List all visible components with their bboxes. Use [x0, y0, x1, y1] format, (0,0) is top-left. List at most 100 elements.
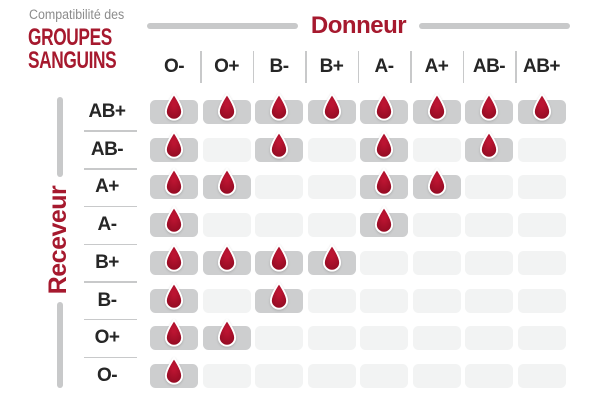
row-separator [84, 205, 137, 208]
compatible-cell [150, 168, 198, 200]
incompatible-cell [465, 288, 513, 313]
compatible-cell [202, 243, 251, 275]
blood-drop-icon [269, 93, 289, 121]
compatible-cell [150, 281, 198, 313]
incompatible-cell [202, 137, 251, 162]
chart-subtitle: Compatibilité des [29, 7, 125, 22]
blood-drop-icon [164, 356, 184, 385]
row-separator [84, 318, 137, 321]
donor-header-line-right [419, 23, 571, 29]
incompatible-cell [517, 288, 566, 313]
donor-type-header: AB+ [522, 56, 561, 77]
blood-drop-icon [217, 319, 236, 347]
blood-drop-icon [374, 168, 394, 196]
donor-type-header: O+ [214, 56, 239, 77]
incompatible-cell [360, 288, 408, 313]
incompatible-cell [412, 137, 461, 162]
compatible-cell [255, 281, 303, 313]
blood-drop-icon [217, 243, 236, 272]
row-separator [84, 281, 137, 283]
compatible-cell [412, 93, 461, 124]
column-separator [462, 51, 464, 83]
incompatible-cell [517, 137, 566, 162]
compatible-cell [517, 93, 566, 124]
column-separator [357, 51, 359, 83]
incompatible-cell [202, 288, 251, 313]
incompatible-cell [307, 363, 356, 388]
incompatible-cell [412, 213, 461, 238]
compatible-cell [465, 130, 513, 162]
incompatible-cell [255, 175, 303, 200]
chart-title-line2: SANGUINS [28, 47, 117, 74]
column-separator [515, 51, 517, 83]
blood-drop-icon [374, 130, 394, 159]
compatible-cell [255, 130, 303, 162]
row-separator [84, 168, 137, 170]
incompatible-cell [517, 250, 566, 275]
blood-drop-icon [269, 130, 289, 159]
compatible-cell [465, 93, 513, 124]
blood-drop-icon [479, 130, 499, 159]
incompatible-cell [465, 175, 513, 200]
donor-type-header: A- [374, 56, 394, 77]
column-separator [252, 51, 254, 83]
donor-type-header: A+ [424, 56, 449, 77]
incompatible-cell [255, 363, 303, 388]
donor-type-header: B- [269, 56, 289, 77]
blood-drop-icon [164, 281, 184, 310]
column-separator [200, 51, 202, 83]
donor-type-header: AB- [472, 56, 506, 77]
donor-axis-label: Donneur [310, 12, 407, 39]
compatible-cell [202, 168, 251, 200]
incompatible-cell [360, 250, 408, 275]
receiver-type-labels: AB+ AB- A+ A- B+ B- O+ O- [78, 100, 138, 400]
chart-title: Compatibilité des GROUPES SANGUINS [28, 7, 151, 74]
blood-drop-icon [532, 93, 551, 121]
blood-drop-icon [164, 206, 184, 234]
incompatible-cell [517, 213, 566, 238]
compatible-cell [255, 93, 303, 124]
compatible-cell [255, 243, 303, 275]
blood-drop-icon [427, 93, 446, 121]
blood-drop-icon [164, 243, 184, 272]
row-separator [84, 130, 137, 132]
incompatible-cell [202, 363, 251, 388]
donor-type-header: B+ [319, 56, 344, 77]
blood-drop-icon [269, 243, 289, 272]
incompatible-cell [465, 213, 513, 238]
compatible-cell [150, 319, 198, 351]
receiver-type-label: B- [97, 289, 117, 311]
incompatible-cell [255, 213, 303, 238]
blood-drop-icon [164, 93, 184, 121]
compatible-cell [150, 130, 198, 162]
blood-drop-icon [322, 93, 341, 121]
incompatible-cell [412, 326, 461, 351]
compatible-cell [360, 130, 408, 162]
blood-drop-icon [164, 168, 184, 196]
blood-drop-icon [164, 130, 184, 159]
blood-drop-icon [479, 93, 499, 121]
compatible-cell [360, 93, 408, 124]
donor-axis-header: Donneur [147, 12, 571, 39]
blood-drop-icon [269, 281, 289, 310]
receiver-type-label: A+ [95, 176, 119, 198]
compatible-cell [150, 93, 198, 124]
incompatible-cell [307, 213, 356, 238]
incompatible-cell [517, 363, 566, 388]
compatibility-grid [150, 93, 570, 400]
compatible-cell [307, 243, 356, 275]
compatible-cell [150, 356, 198, 388]
receiver-type-label: O- [96, 364, 118, 386]
receiver-axis-line-top [57, 97, 63, 177]
chart-title-line1: GROUPES [28, 24, 112, 51]
receiver-type-label: B+ [95, 251, 119, 273]
row-separator [84, 356, 137, 359]
incompatible-cell [307, 326, 356, 351]
blood-drop-icon [427, 168, 446, 196]
compatible-cell [360, 206, 408, 238]
incompatible-cell [465, 363, 513, 388]
donor-type-headers: O- O+ B- B+ A- A+ AB- AB+ [150, 48, 570, 86]
incompatible-cell [307, 175, 356, 200]
donor-type-header: O- [163, 56, 185, 77]
compatible-cell [202, 319, 251, 351]
